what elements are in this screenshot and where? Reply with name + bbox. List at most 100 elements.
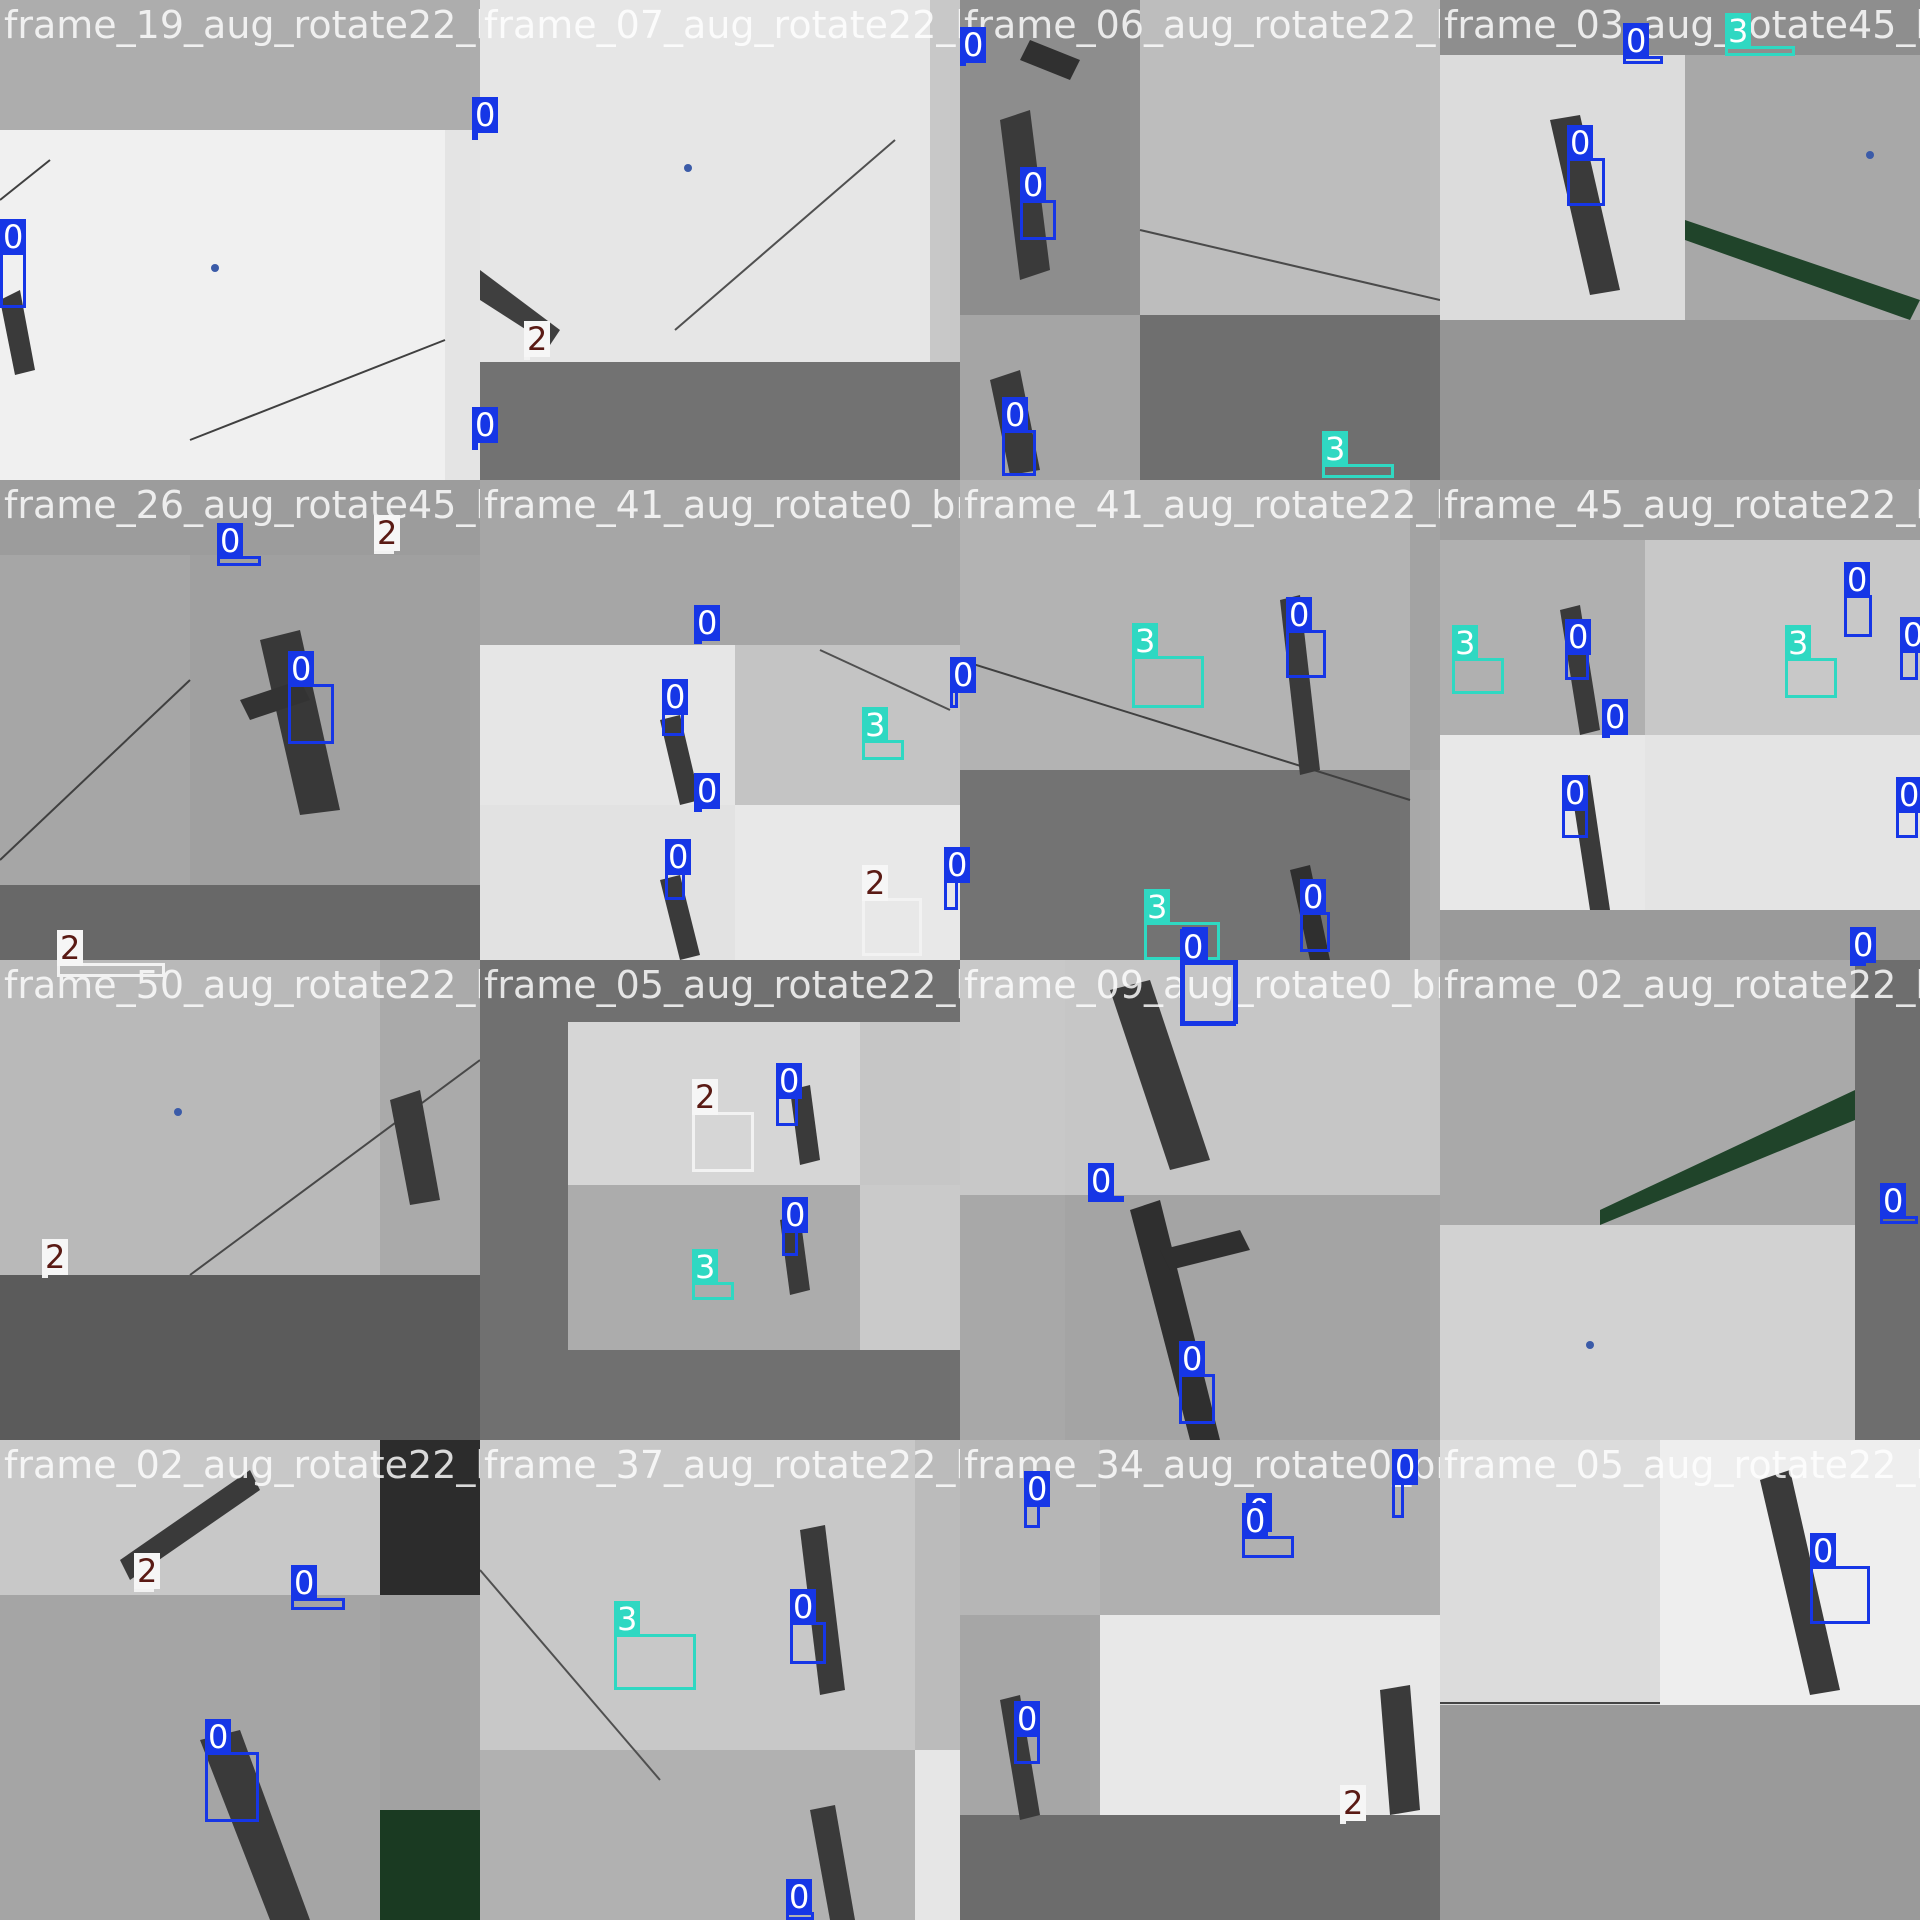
detection-box: 0: [1088, 1163, 1124, 1202]
tile-photo: [568, 1022, 960, 1350]
detection-class-label: 0: [694, 605, 721, 641]
detection-box: 2: [524, 321, 551, 360]
detection-class-label: 0: [1088, 1163, 1115, 1199]
detection-class-label: 0: [1242, 1503, 1269, 1539]
tile-photo: [1440, 1440, 1920, 1920]
detection-class-label: 0: [1567, 125, 1594, 161]
detection-box: 0: [694, 605, 721, 644]
image-tile: frame_37_aug_rotate22_brightness-0.15.jp…: [480, 1440, 960, 1920]
detection-box: 0: [291, 1565, 345, 1610]
detection-box: 0: [944, 847, 971, 910]
detection-class-label: 0: [662, 679, 689, 715]
detection-class-label: 0: [472, 97, 499, 133]
detection-box: 3: [1322, 431, 1394, 478]
detection-class-label: 2: [524, 321, 551, 357]
detection-box: 0: [1880, 1183, 1918, 1224]
detection-box: 0: [665, 839, 692, 900]
tile-photo: [0, 480, 480, 960]
detection-class-label: 0: [782, 1197, 809, 1233]
detection-class-label: 0: [694, 773, 721, 809]
detection-class-label: 3: [1452, 625, 1479, 661]
detection-class-label: 0: [1844, 562, 1871, 598]
detection-class-label: 0: [1623, 23, 1650, 59]
detection-box: 2: [692, 1079, 754, 1172]
tile-photo: [0, 1440, 480, 1920]
tile-photo: [960, 480, 1440, 960]
detection-box: 3: [614, 1601, 696, 1690]
detection-class-label: 0: [205, 1719, 232, 1755]
detection-class-label: 2: [1340, 1785, 1367, 1821]
detection-class-label: 2: [57, 930, 84, 966]
detection-box: 0: [694, 773, 721, 812]
detection-box: 0: [950, 657, 977, 708]
detection-class-label: 0: [1300, 879, 1327, 915]
detection-class-label: 0: [1392, 1449, 1419, 1485]
detection-box: 0: [1562, 775, 1589, 838]
detection-box: 2: [134, 1553, 161, 1592]
detection-box: 2: [862, 865, 922, 956]
detection-class-label: 0: [776, 1063, 803, 1099]
detection-class-label: 3: [1322, 431, 1349, 467]
detection-box: 0: [786, 1879, 814, 1920]
detection-class-label: 0: [665, 839, 692, 875]
image-tile: frame_03_aug_rotate45_brightness-0.15.jp…: [1440, 0, 1920, 480]
image-tile: frame_07_aug_rotate22_brightness-0.15.jp…: [480, 0, 960, 480]
image-tile: frame_50_aug_rotate22_brightness-0.15.jp…: [0, 960, 480, 1440]
detection-class-label: 3: [1785, 625, 1812, 661]
detection-box: 0: [1300, 879, 1330, 952]
detection-class-label: 0: [291, 1565, 318, 1601]
detection-box: 0: [1602, 699, 1629, 738]
detection-class-label: 0: [1602, 699, 1629, 735]
detection-box: 0: [1179, 1341, 1215, 1424]
detection-box: 0: [782, 1197, 809, 1256]
detection-class-label: 0: [217, 523, 244, 559]
detection-class-label: 0: [288, 651, 315, 687]
detection-class-label: 0: [1880, 1183, 1907, 1219]
image-tile: frame_05_aug_rotate22_brightness-0.15.jp…: [480, 960, 960, 1440]
tile-photo: [480, 0, 960, 480]
detection-box: 0: [1180, 929, 1236, 1026]
tile-photo: [0, 960, 480, 1440]
detection-box: 0: [1850, 927, 1877, 966]
tile-photo: [1440, 960, 1920, 1440]
image-tile: frame_06_aug_rotate22_brightness-0.15.jp…: [960, 0, 1440, 480]
tile-photo: [480, 1440, 960, 1920]
detection-class-label: 2: [134, 1553, 161, 1589]
detection-box: 0: [1896, 777, 1920, 838]
detection-class-label: 0: [950, 657, 977, 693]
detection-box: 0: [790, 1589, 826, 1664]
detection-class-label: 0: [1180, 929, 1207, 965]
detection-class-label: 0: [1565, 619, 1592, 655]
tile-photo: [1440, 540, 1920, 960]
detection-box: 0: [1392, 1449, 1419, 1518]
detection-box: 0: [1014, 1701, 1041, 1764]
detection-box: 3: [1132, 623, 1204, 708]
detection-box: 0: [205, 1719, 259, 1822]
detection-box: 0: [1242, 1503, 1294, 1558]
detection-box: 3: [1725, 13, 1795, 56]
image-tile: frame_19_aug_rotate22_brightness-0.15.jp…: [0, 0, 480, 480]
detection-class-label: 2: [692, 1079, 719, 1115]
detection-class-label: 0: [1896, 777, 1920, 813]
detection-box: 0: [288, 651, 334, 744]
tile-photo: [960, 0, 1440, 480]
detection-box: 0: [662, 679, 689, 736]
detection-box: 0: [472, 97, 499, 140]
detection-box: 0: [776, 1063, 803, 1126]
detection-class-label: 0: [0, 219, 27, 255]
detection-class-label: 0: [1850, 927, 1877, 963]
tile-photo: [960, 960, 1440, 1440]
tile-photo: [1440, 0, 1920, 480]
detection-box: 0: [0, 219, 27, 308]
detection-class-label: 0: [1562, 775, 1589, 811]
detection-class-label: 0: [1900, 617, 1920, 653]
detection-box: 0: [1810, 1533, 1870, 1624]
detection-box: 0: [1623, 23, 1663, 64]
detection-box: 0: [1002, 397, 1036, 476]
detection-class-label: 0: [1024, 1471, 1051, 1507]
detection-class-label: 0: [1286, 597, 1313, 633]
detection-box: 2: [42, 1239, 69, 1278]
image-tile: frame_45_aug_rotate22_brightness-0.15.jp…: [1440, 480, 1920, 960]
detection-box: 0: [1900, 617, 1920, 680]
detection-box: 2: [57, 930, 165, 977]
